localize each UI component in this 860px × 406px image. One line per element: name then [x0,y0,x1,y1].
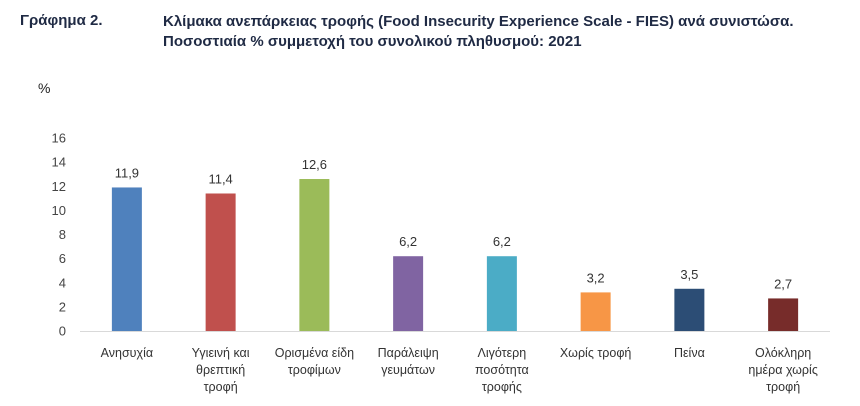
x-tick-label: ποσότητα [475,363,529,377]
data-label: 11,9 [115,165,139,180]
y-tick-label: 6 [59,251,66,266]
bar [580,292,611,331]
x-tick-label: ημέρα χωρίς [748,363,817,377]
x-tick-label: Ανησυχία [101,346,153,360]
data-label: 6,2 [399,234,417,249]
bar [768,298,799,331]
data-label: 3,2 [587,270,605,285]
figure-number: Γράφημα 2. [20,12,103,29]
y-axis-label: % [38,80,50,96]
x-tick-label: τροφίμων [288,363,341,377]
x-tick-label: τροφής [482,380,522,394]
x-tick-label: Λιγότερη [478,346,527,360]
data-label: 12,6 [302,157,327,172]
x-tick-label: Ορισμένα είδη [275,346,354,360]
y-tick-label: 2 [59,299,66,314]
data-label: 11,4 [208,171,232,186]
x-tick-label: τροφή [204,380,238,394]
y-tick-label: 4 [59,275,66,290]
x-tick-label: Παράλειψη [378,346,439,360]
y-tick-label: 10 [52,203,66,218]
data-label: 6,2 [493,234,511,249]
x-tick-label: Υγιεινή και [192,346,250,360]
data-label: 3,5 [680,267,698,282]
bar [111,187,142,331]
y-tick-label: 16 [52,131,66,146]
figure-title: Κλίμακα ανεπάρκειας τροφής (Food Insecur… [163,13,794,50]
bar [393,256,424,331]
bar [205,193,236,331]
y-tick-label: 8 [59,227,66,242]
y-tick-label: 12 [52,179,66,194]
bar [486,256,517,331]
x-tick-label: γευμάτων [381,363,435,377]
x-tick-label: τροφή [766,380,800,394]
bar [674,288,705,331]
x-tick-label: θρεπτική [196,363,245,377]
x-tick-label: Χωρίς τροφή [560,346,632,360]
y-tick-label: 14 [52,155,66,170]
x-tick-label: Πείνα [674,346,705,360]
bar [299,179,330,331]
data-label: 2,7 [774,276,792,291]
x-tick-label: Ολόκληρη [755,346,811,360]
y-tick-label: 0 [59,324,66,339]
